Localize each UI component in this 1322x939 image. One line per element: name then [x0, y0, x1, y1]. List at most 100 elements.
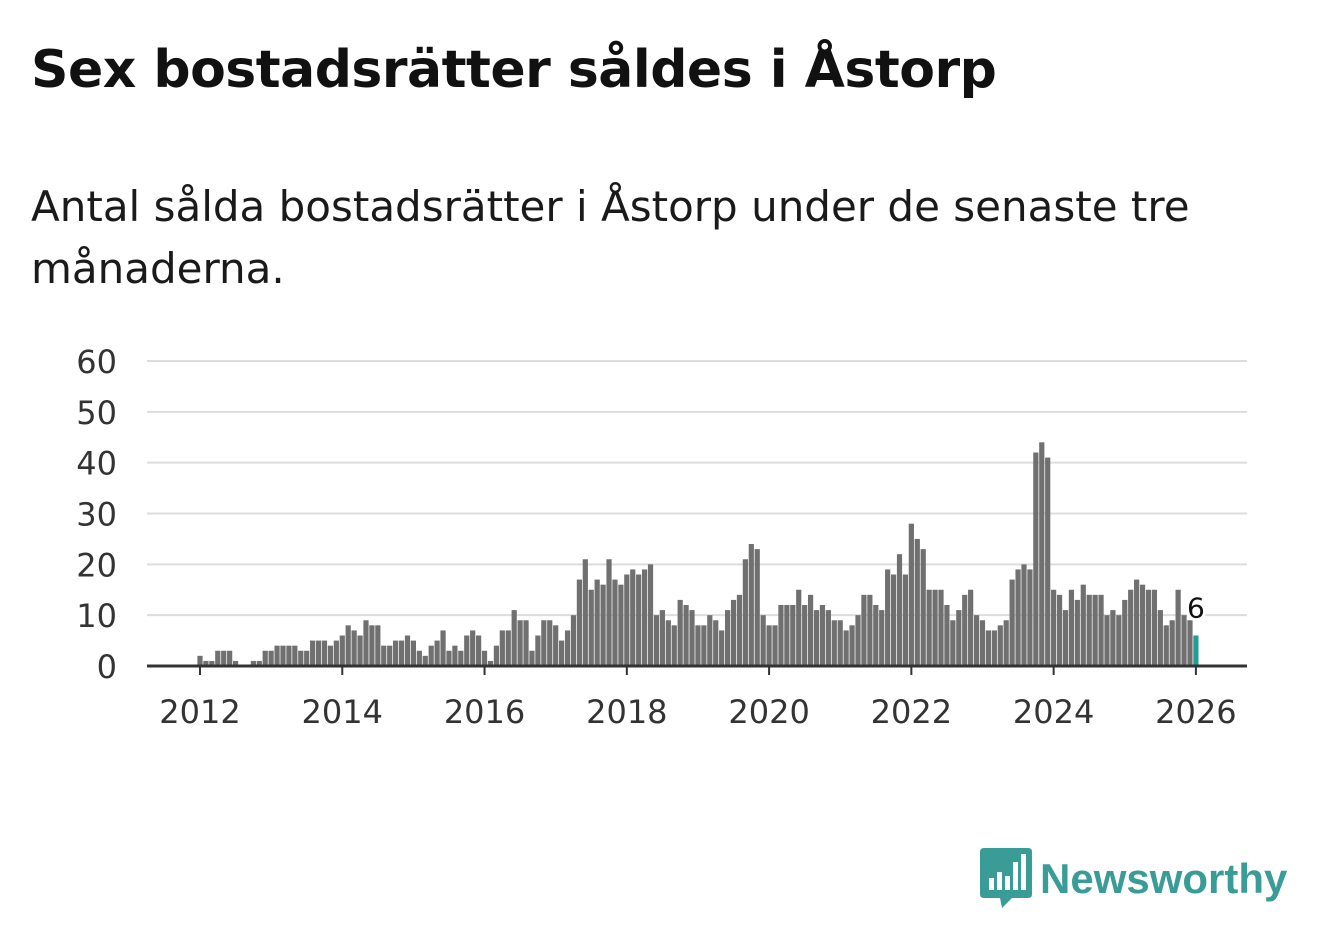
bar [642, 569, 648, 666]
bar [647, 564, 654, 666]
page-title: Sex bostadsrätter såldes i Åstorp [31, 40, 997, 100]
bar [802, 605, 808, 666]
bar [339, 635, 345, 666]
bar [197, 655, 203, 666]
bar [517, 620, 523, 666]
bar [997, 625, 1003, 666]
bar [387, 645, 393, 666]
bar [541, 620, 547, 666]
bar [286, 645, 292, 666]
x-tick-label: 2012 [159, 693, 240, 731]
bar [1068, 589, 1075, 666]
bar [796, 589, 802, 666]
bar [280, 645, 286, 666]
bar [902, 574, 909, 666]
bar-highlight [1193, 635, 1199, 666]
bar [357, 635, 363, 666]
bar [410, 640, 417, 666]
bar [849, 625, 855, 666]
bar [926, 589, 932, 666]
bar [369, 625, 375, 666]
bar [559, 640, 565, 666]
bar [1056, 594, 1063, 666]
bar [1062, 610, 1069, 666]
bar [588, 589, 594, 666]
bar [1187, 620, 1193, 666]
last-value-label: 6 [1187, 592, 1205, 625]
bar [452, 645, 458, 666]
bar [1128, 589, 1134, 666]
y-tick-label: 30 [76, 496, 117, 534]
bar [209, 660, 215, 666]
bar [671, 625, 677, 666]
bar [576, 579, 582, 666]
bar [956, 610, 962, 666]
bar [701, 625, 707, 666]
newsworthy-logo-icon [980, 848, 1032, 908]
y-tick-label: 40 [76, 445, 117, 483]
bar [861, 594, 867, 666]
bar [760, 615, 766, 666]
bar [973, 615, 980, 666]
bar [837, 620, 843, 666]
bar [908, 523, 914, 666]
bar [920, 549, 926, 666]
y-tick-label: 60 [76, 343, 117, 381]
y-tick-label: 10 [76, 597, 117, 635]
bar [594, 579, 600, 666]
bar [659, 610, 665, 666]
bar [304, 650, 310, 666]
bar [606, 559, 612, 666]
bar [232, 660, 239, 666]
bar [730, 599, 737, 666]
bar [327, 645, 334, 666]
bar [274, 645, 280, 666]
bar [381, 645, 387, 666]
x-tick-label: 2022 [871, 693, 952, 731]
x-tick-label: 2014 [302, 693, 383, 731]
bar [351, 630, 357, 666]
bar [1039, 442, 1045, 666]
bar [440, 630, 446, 666]
bar [1027, 569, 1033, 666]
bar [470, 630, 476, 666]
bar [766, 625, 772, 666]
bar [215, 650, 221, 666]
bar [393, 640, 399, 666]
bar [742, 559, 748, 666]
bar [1051, 589, 1057, 666]
bar [523, 620, 529, 666]
x-tick-label: 2020 [728, 693, 809, 731]
bar [813, 610, 820, 666]
bar [630, 569, 636, 666]
bar [345, 625, 351, 666]
bar [968, 589, 974, 666]
bar [713, 620, 719, 666]
bar [736, 594, 743, 666]
bar [985, 630, 992, 666]
bar [464, 635, 470, 666]
bar [1033, 452, 1039, 666]
bar [873, 605, 879, 666]
bar [719, 630, 725, 666]
newsworthy-brand: Newsworthy [980, 848, 1287, 910]
bar [683, 605, 689, 666]
bar [422, 655, 428, 666]
bar [790, 605, 796, 666]
bar [221, 650, 227, 666]
page-subtitle: Antal sålda bostadsrätter i Åstorp under… [31, 182, 1190, 293]
bar [1134, 579, 1140, 666]
bar [1009, 579, 1015, 666]
bar [256, 660, 262, 666]
bar [979, 620, 986, 666]
bar [434, 640, 440, 666]
brand-name: Newsworthy [1040, 855, 1288, 902]
bar [695, 625, 701, 666]
bar [1116, 615, 1122, 666]
bar [867, 594, 873, 666]
bar [1080, 584, 1086, 666]
bar [227, 650, 233, 666]
bar [665, 620, 671, 666]
bar [1092, 594, 1098, 666]
bar [1169, 620, 1175, 666]
